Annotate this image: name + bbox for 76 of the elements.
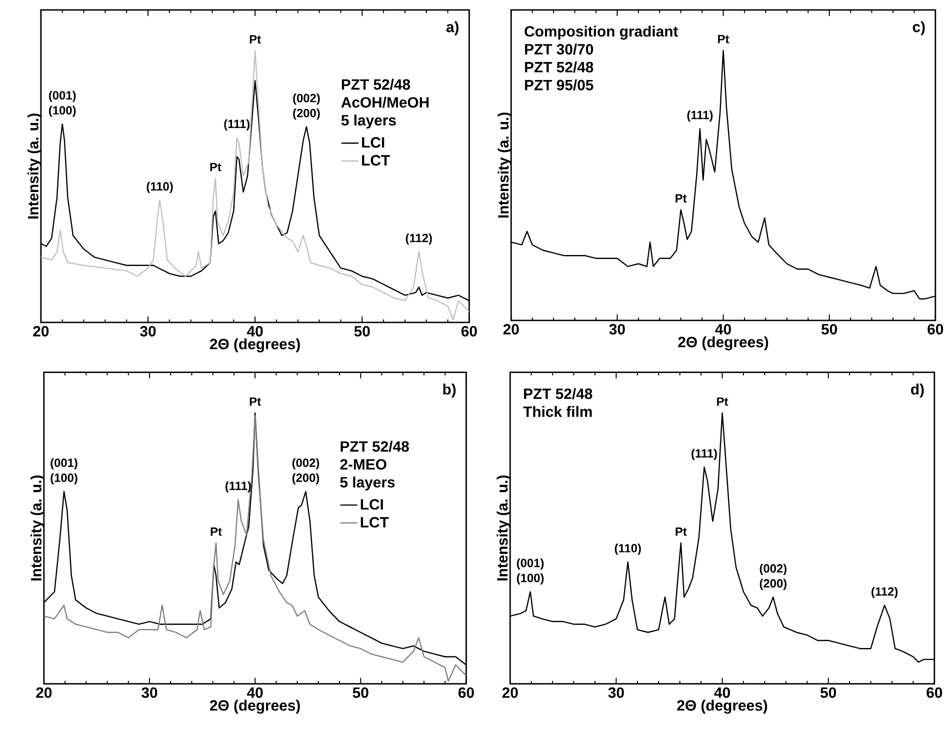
annotation: (200) bbox=[760, 578, 787, 590]
annotation: PZT 52/48 bbox=[342, 78, 410, 90]
x-tick-label: 30 bbox=[140, 326, 156, 337]
x-tick-label: 40 bbox=[714, 687, 730, 698]
y-axis-title: Intensity (a. u.) bbox=[28, 114, 42, 219]
annotation: (110) bbox=[614, 544, 641, 555]
y-axis-title: Intensity (a. u.) bbox=[30, 476, 44, 581]
x-tick-label: 60 bbox=[461, 326, 477, 337]
legend-label: LCI bbox=[362, 137, 384, 148]
annotation: (100) bbox=[50, 473, 78, 484]
x-tick-label: 30 bbox=[608, 687, 624, 698]
x-tick-label: 50 bbox=[354, 326, 370, 337]
x-tick-label: 50 bbox=[820, 687, 836, 698]
annotation: (002) bbox=[293, 94, 320, 105]
annotation: Pt bbox=[250, 398, 261, 406]
legend-label: LCT bbox=[362, 155, 390, 166]
x-tick-label: 20 bbox=[33, 326, 49, 337]
annotation: 5 layers bbox=[341, 114, 396, 129]
chart-title: d) bbox=[911, 384, 924, 398]
annotation: (110) bbox=[146, 182, 173, 194]
annotation: (111) bbox=[225, 481, 251, 493]
x-tick-label: 30 bbox=[142, 687, 158, 698]
annotation: Thick film bbox=[523, 406, 592, 418]
x-tick-label: 60 bbox=[458, 687, 474, 698]
annotation: Pt bbox=[210, 163, 222, 172]
annotation: PZT 95/05 bbox=[525, 80, 594, 91]
y-axis-title: Intensity (a. u.) bbox=[496, 476, 511, 581]
annotation: (002) bbox=[760, 564, 787, 576]
x-tick-label: 50 bbox=[352, 687, 368, 698]
annotation: PZT 52/48 bbox=[525, 62, 594, 73]
legend-label: LCI bbox=[360, 499, 383, 510]
chart-title: c) bbox=[912, 21, 925, 36]
annotation: (112) bbox=[406, 234, 432, 245]
x-tick-label: 40 bbox=[715, 324, 731, 335]
x-tick-label: 40 bbox=[246, 687, 263, 698]
x-tick-label: 50 bbox=[821, 324, 837, 335]
legend-label: LCT bbox=[360, 517, 389, 528]
annotation: Pt bbox=[717, 398, 728, 406]
annotation: Pt bbox=[250, 35, 261, 44]
annotation: (200) bbox=[293, 108, 320, 120]
x-axis-title: 2Θ (degrees) bbox=[678, 336, 768, 350]
annotation: (002) bbox=[292, 458, 320, 470]
x-axis-title: 2Θ (degrees) bbox=[210, 338, 300, 352]
x-tick-label: 60 bbox=[926, 687, 942, 698]
annotation: 5 layers bbox=[340, 476, 395, 491]
text: Composition gradiant bbox=[524, 26, 678, 40]
annotation: PZT 30/70 bbox=[525, 44, 594, 55]
annotation: PZT 52/48 bbox=[340, 440, 409, 452]
x-tick-label: 20 bbox=[503, 324, 519, 335]
annotation: 2-MEO bbox=[340, 459, 386, 470]
x-axis-title: 2Θ (degrees) bbox=[210, 700, 300, 714]
annotation: (001) bbox=[49, 90, 76, 102]
annotation: Pt bbox=[718, 35, 730, 44]
x-tick-label: 20 bbox=[36, 687, 52, 698]
chart-title: b) bbox=[443, 384, 456, 398]
y-axis-title: Intensity (a. u.) bbox=[498, 112, 512, 218]
annotation: (112) bbox=[872, 587, 898, 598]
x-axis-title: 2Θ (degrees) bbox=[677, 700, 768, 714]
annotation: (200) bbox=[292, 473, 320, 484]
annotation: (001) bbox=[50, 458, 78, 470]
x-tick-label: 40 bbox=[246, 326, 263, 337]
annotation: Pt bbox=[676, 528, 687, 536]
x-tick-label: 30 bbox=[609, 324, 625, 335]
annotation: (111) bbox=[692, 448, 717, 460]
annotation: Pt bbox=[676, 194, 687, 203]
chart-title: a) bbox=[446, 21, 459, 36]
annotation: (100) bbox=[516, 574, 544, 585]
annotation: (001) bbox=[516, 558, 544, 570]
text: PZT 52/48 bbox=[524, 388, 592, 400]
annotation: (100) bbox=[49, 106, 76, 118]
annotation: (111) bbox=[687, 110, 713, 122]
annotation: Pt bbox=[210, 528, 222, 536]
annotation: (111) bbox=[224, 120, 250, 131]
x-tick-label: 60 bbox=[928, 324, 944, 335]
x-tick-label: 20 bbox=[502, 687, 518, 698]
annotation: AcOH/MeOH bbox=[341, 96, 429, 108]
